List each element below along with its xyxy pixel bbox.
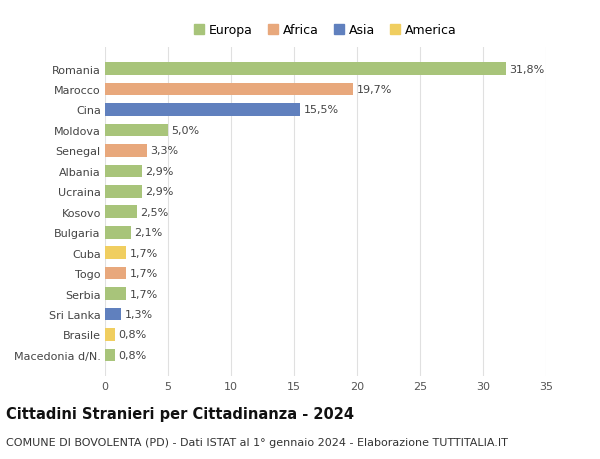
Bar [105, 226, 131, 239]
Text: 1,7%: 1,7% [130, 248, 158, 258]
Legend: Europa, Africa, Asia, America: Europa, Africa, Asia, America [191, 22, 460, 39]
Text: 19,7%: 19,7% [356, 85, 392, 95]
Bar [105, 288, 127, 300]
Text: 1,7%: 1,7% [130, 269, 158, 279]
Text: 2,5%: 2,5% [140, 207, 168, 217]
Text: 1,3%: 1,3% [125, 309, 152, 319]
Text: 0,8%: 0,8% [118, 350, 146, 360]
Bar [105, 267, 127, 280]
Text: 3,3%: 3,3% [150, 146, 178, 156]
Text: 2,9%: 2,9% [145, 167, 173, 176]
Bar [105, 328, 115, 341]
Text: 15,5%: 15,5% [304, 105, 338, 115]
Text: COMUNE DI BOVOLENTA (PD) - Dati ISTAT al 1° gennaio 2024 - Elaborazione TUTTITAL: COMUNE DI BOVOLENTA (PD) - Dati ISTAT al… [6, 437, 508, 447]
Bar [105, 206, 137, 218]
Text: 1,7%: 1,7% [130, 289, 158, 299]
Bar [105, 308, 121, 321]
Bar [105, 63, 506, 76]
Bar [105, 104, 301, 117]
Bar [105, 247, 127, 259]
Bar [105, 124, 168, 137]
Text: 5,0%: 5,0% [171, 126, 199, 136]
Bar [105, 349, 115, 362]
Text: Cittadini Stranieri per Cittadinanza - 2024: Cittadini Stranieri per Cittadinanza - 2… [6, 406, 354, 421]
Bar [105, 145, 146, 157]
Bar [105, 185, 142, 198]
Text: 0,8%: 0,8% [118, 330, 146, 340]
Text: 2,9%: 2,9% [145, 187, 173, 197]
Bar [105, 84, 353, 96]
Bar [105, 165, 142, 178]
Text: 31,8%: 31,8% [509, 64, 544, 74]
Text: 2,1%: 2,1% [134, 228, 163, 238]
